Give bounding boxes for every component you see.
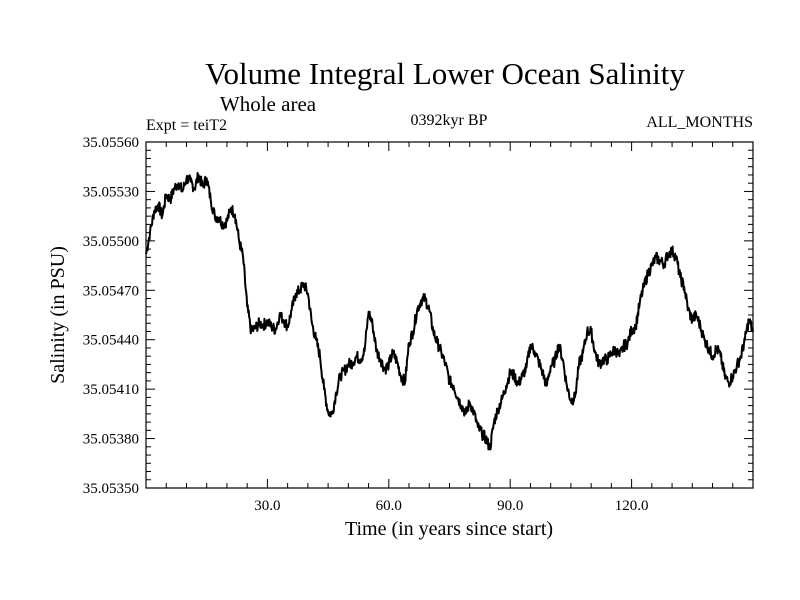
experiment-label: Expt = teiT2 xyxy=(146,117,227,134)
y-tick-label: 35.05500 xyxy=(83,234,139,250)
x-tick-label: 120.0 xyxy=(615,498,649,514)
y-tick-label: 35.05470 xyxy=(83,283,139,299)
chart-subtitle: Whole area xyxy=(220,92,317,116)
y-axis-ticks xyxy=(146,149,753,481)
y-tick-label: 35.05440 xyxy=(83,333,139,349)
y-axis-label: Salinity (in PSU) xyxy=(47,246,69,384)
y-tick-label: 35.05350 xyxy=(83,481,139,497)
y-tick-label: 35.05530 xyxy=(83,184,139,200)
x-axis-tick-labels: 30.0 60.0 90.0 120.0 xyxy=(254,498,648,514)
x-tick-label: 90.0 xyxy=(497,498,523,514)
x-axis-ticks xyxy=(165,142,734,488)
months-label: ALL_MONTHS xyxy=(646,114,753,131)
y-axis-tick-labels: 35.05350 35.05380 35.05410 35.05440 35.05470… xyxy=(83,135,139,497)
period-label: 0392kyr BP xyxy=(411,112,488,129)
x-tick-label: 60.0 xyxy=(376,498,402,514)
x-tick-label: 30.0 xyxy=(254,498,280,514)
y-tick-label: 35.05380 xyxy=(83,432,139,448)
x-axis-label: Time (in years since start) xyxy=(345,518,553,540)
plot-frame xyxy=(145,141,754,489)
y-tick-label: 35.05560 xyxy=(83,135,139,151)
y-tick-label: 35.05410 xyxy=(83,382,139,398)
chart-title: Volume Integral Lower Ocean Salinity xyxy=(205,56,685,91)
salinity-series-line xyxy=(145,172,754,451)
